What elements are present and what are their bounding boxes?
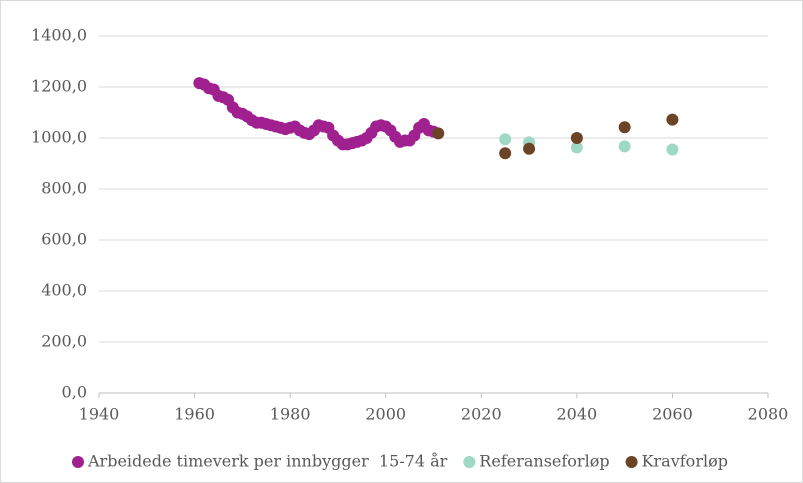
x-tick-label: 2040 (556, 405, 597, 424)
legend-marker (625, 456, 638, 468)
y-tick-label: 0,0 (62, 383, 87, 402)
legend-marker (463, 456, 476, 468)
x-tick-label: 2080 (748, 405, 789, 424)
legend-label: Arbeidede timeverk per innbygger 15-74 å… (87, 452, 448, 471)
y-tick-label: 600,0 (41, 230, 87, 249)
y-tick-label: 800,0 (41, 179, 87, 198)
point (499, 133, 512, 146)
x-tick-label: 1940 (79, 405, 120, 424)
point (432, 127, 445, 140)
y-tick-label: 200,0 (41, 332, 87, 351)
point (523, 142, 536, 155)
point (499, 147, 512, 160)
point (666, 143, 679, 156)
y-tick-label: 1400,0 (31, 26, 87, 45)
point (666, 113, 679, 126)
legend-label: Referanseforløp (479, 452, 609, 471)
y-tick-label: 400,0 (41, 281, 87, 300)
x-tick-label: 1980 (270, 405, 311, 424)
legend-label: Kravforløp (642, 452, 728, 471)
point (618, 121, 631, 134)
point (570, 132, 583, 144)
point (618, 140, 631, 153)
x-tick-label: 2020 (461, 405, 502, 424)
point (570, 141, 583, 154)
x-tick-label: 2060 (652, 405, 693, 424)
y-tick-label: 1000,0 (31, 128, 87, 147)
x-tick-label: 1960 (174, 405, 215, 424)
legend-marker (72, 456, 84, 468)
x-tick-label: 2000 (365, 405, 406, 424)
y-tick-label: 1200,0 (31, 77, 87, 96)
